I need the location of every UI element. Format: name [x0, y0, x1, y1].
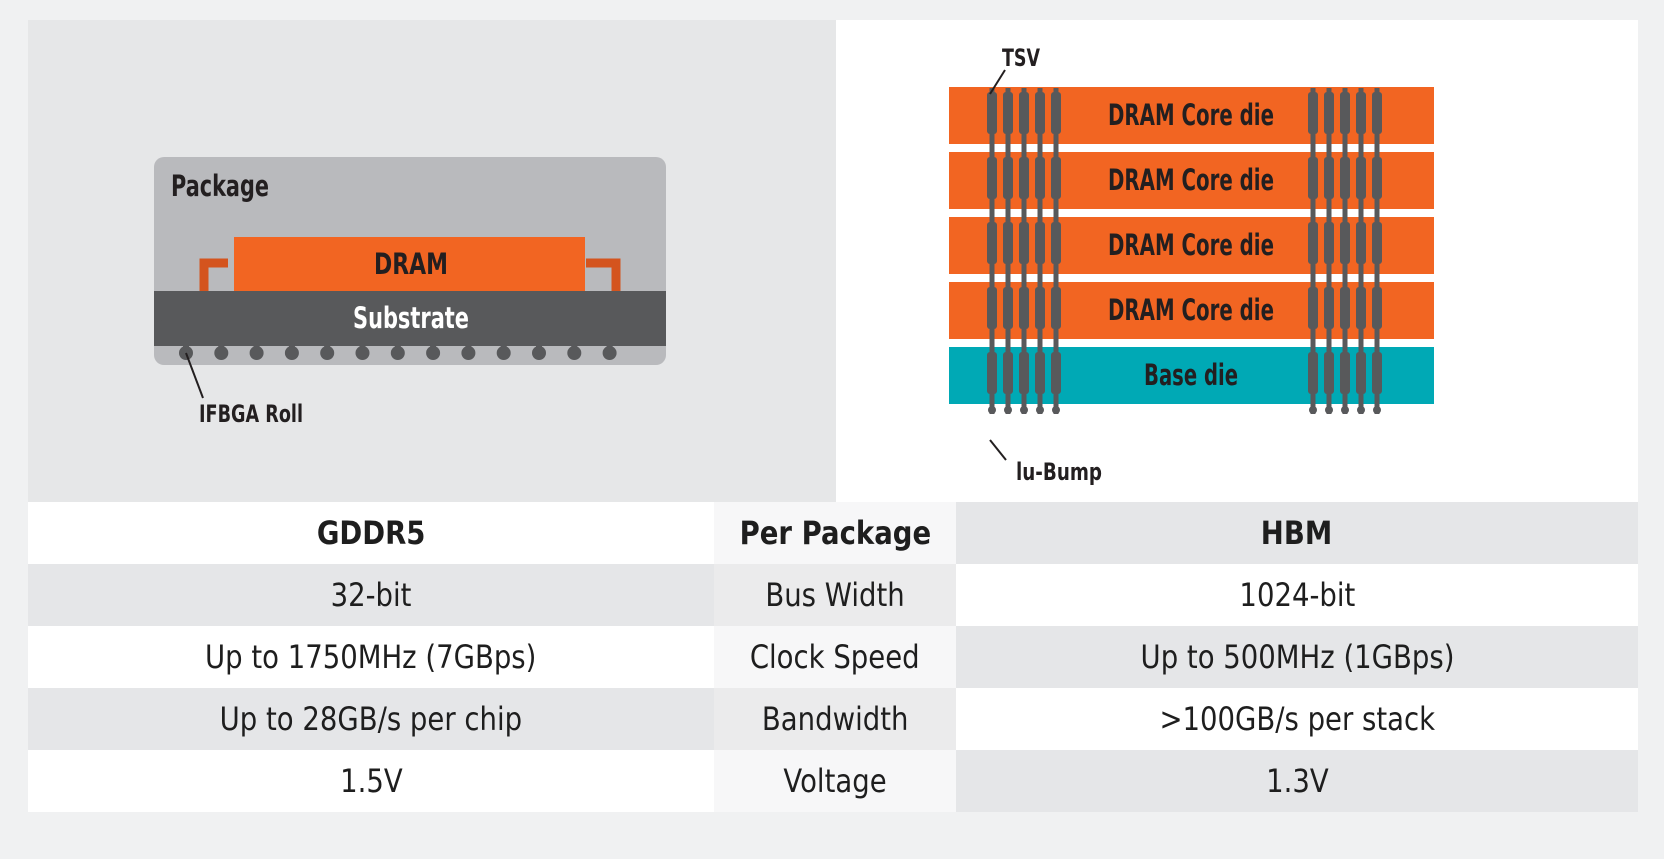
table-body: GDDR5 Per Package HBM 32-bit Bus Width 1024-b…	[28, 502, 1638, 812]
tsv-via	[987, 88, 997, 414]
solder-ball	[355, 344, 370, 360]
metric-label: Voltage	[714, 750, 956, 812]
dram-label: DRAM	[374, 247, 448, 281]
base-die: Base die	[949, 347, 1434, 404]
table-header-row: GDDR5 Per Package HBM	[28, 502, 1638, 564]
solder-ball	[602, 344, 617, 360]
metric-label-text: Bandwidth	[761, 700, 909, 738]
gddr5-value-text: 1.5V	[339, 762, 403, 800]
metric-label: Bandwidth	[714, 688, 956, 750]
gddr5-value: Up to 1750MHz (7GBps)	[28, 626, 714, 688]
hbm-panel: DRAM Core die DRAM Core die DRAM Core die D…	[836, 20, 1638, 502]
tsv-via	[1019, 88, 1029, 414]
bump-leader-line	[989, 439, 1007, 461]
header-gddr5: GDDR5	[28, 502, 714, 564]
header-gddr5-text: GDDR5	[316, 514, 426, 552]
substrate-label: Substrate	[353, 301, 469, 335]
dram-chip	[234, 237, 585, 293]
hbm-value: 1024-bit	[956, 564, 1638, 626]
gddr5-value-text: 32-bit	[330, 576, 412, 614]
die-rect	[949, 217, 1434, 274]
hbm-value: 1.3V	[956, 750, 1638, 812]
metric-label-text: Voltage	[783, 762, 887, 800]
solder-ball	[532, 344, 546, 360]
tsv-via	[1035, 88, 1045, 414]
metric-label: Bus Width	[714, 564, 956, 626]
solder-ball	[461, 344, 476, 360]
table-row: 32-bit Bus Width 1024-bit	[28, 564, 1638, 626]
wire-bond-left	[199, 258, 228, 292]
metric-label-text: Clock Speed	[750, 638, 920, 676]
die-label: DRAM Core die	[1108, 98, 1274, 132]
solder-ball	[426, 344, 441, 360]
tsv-group-right	[1308, 88, 1382, 414]
die-rect	[949, 87, 1434, 144]
solder-ball	[390, 344, 405, 360]
solder-ball	[320, 344, 335, 360]
gddr5-value: Up to 28GB/s per chip	[28, 688, 714, 750]
gddr5-value: 1.5V	[28, 750, 714, 812]
die-label: Base die	[1144, 358, 1238, 392]
tsv-leader-line	[989, 69, 1006, 95]
dram-core-die: DRAM Core die	[949, 152, 1434, 209]
solder-ball	[284, 344, 299, 360]
bump-label: lu-Bump	[1016, 458, 1102, 486]
gddr5-value-text: Up to 1750MHz (7GBps)	[205, 638, 537, 676]
hbm-value: Up to 500MHz (1GBps)	[956, 626, 1638, 688]
hbm-value-text: >100GB/s per stack	[1159, 700, 1435, 738]
hbm-die-stack: DRAM Core die DRAM Core die DRAM Core die D…	[949, 87, 1434, 404]
wire-bond-right	[586, 258, 621, 292]
diagram-svg: Package DRAM Substrate IFBGA Roll DRAM C…	[28, 20, 1638, 502]
solder-ball	[496, 344, 511, 360]
solder-ball	[214, 344, 229, 360]
header-hbm: HBM	[956, 502, 1638, 564]
table-row: 1.5V Voltage 1.3V	[28, 750, 1638, 812]
ifbga-label: IFBGA Roll	[199, 400, 303, 428]
tsv-via	[1340, 88, 1350, 414]
tsv-via	[1356, 88, 1366, 414]
dram-core-die: DRAM Core die	[949, 217, 1434, 274]
dram-core-die: DRAM Core die	[949, 282, 1434, 339]
tsv-group-left	[987, 88, 1061, 414]
solder-balls	[179, 344, 617, 360]
die-rect	[949, 347, 1434, 404]
tsv-via	[1308, 88, 1318, 414]
hbm-value-text: 1024-bit	[1239, 576, 1355, 614]
diagram-area: Package DRAM Substrate IFBGA Roll DRAM C…	[28, 20, 1638, 502]
substrate-bottom-rounding	[154, 320, 666, 346]
gddr5-panel: Package DRAM Substrate IFBGA Roll	[28, 20, 836, 502]
die-label: DRAM Core die	[1108, 163, 1274, 197]
gddr5-value-text: Up to 28GB/s per chip	[219, 700, 523, 738]
hbm-value: >100GB/s per stack	[956, 688, 1638, 750]
comparison-table: GDDR5 Per Package HBM 32-bit Bus Width 1024-b…	[28, 502, 1638, 812]
tsv-via	[1051, 88, 1061, 414]
header-per-package: Per Package	[714, 502, 956, 564]
tsv-via	[1003, 88, 1013, 414]
tsv-via	[1324, 88, 1334, 414]
ball-leader-line	[185, 352, 204, 399]
die-rect	[949, 282, 1434, 339]
header-hbm-text: HBM	[1261, 514, 1333, 552]
gddr5-value: 32-bit	[28, 564, 714, 626]
die-label: DRAM Core die	[1108, 293, 1274, 327]
table-row: Up to 28GB/s per chip Bandwidth >100GB/s p…	[28, 688, 1638, 750]
hbm-value-text: Up to 500MHz (1GBps)	[1140, 638, 1454, 676]
die-rect	[949, 152, 1434, 209]
solder-ball	[249, 344, 264, 360]
table-row: Up to 1750MHz (7GBps) Clock Speed Up to 50…	[28, 626, 1638, 688]
tsv-via	[1372, 88, 1382, 414]
tsv-label: TSV	[1002, 44, 1040, 72]
solder-ball	[567, 344, 582, 360]
metric-label: Clock Speed	[714, 626, 956, 688]
hbm-value-text: 1.3V	[1265, 762, 1329, 800]
package-label: Package	[171, 169, 269, 203]
metric-label-text: Bus Width	[765, 576, 905, 614]
header-per-package-text: Per Package	[739, 514, 931, 552]
die-label: DRAM Core die	[1108, 228, 1274, 262]
dram-core-die: DRAM Core die	[949, 87, 1434, 144]
